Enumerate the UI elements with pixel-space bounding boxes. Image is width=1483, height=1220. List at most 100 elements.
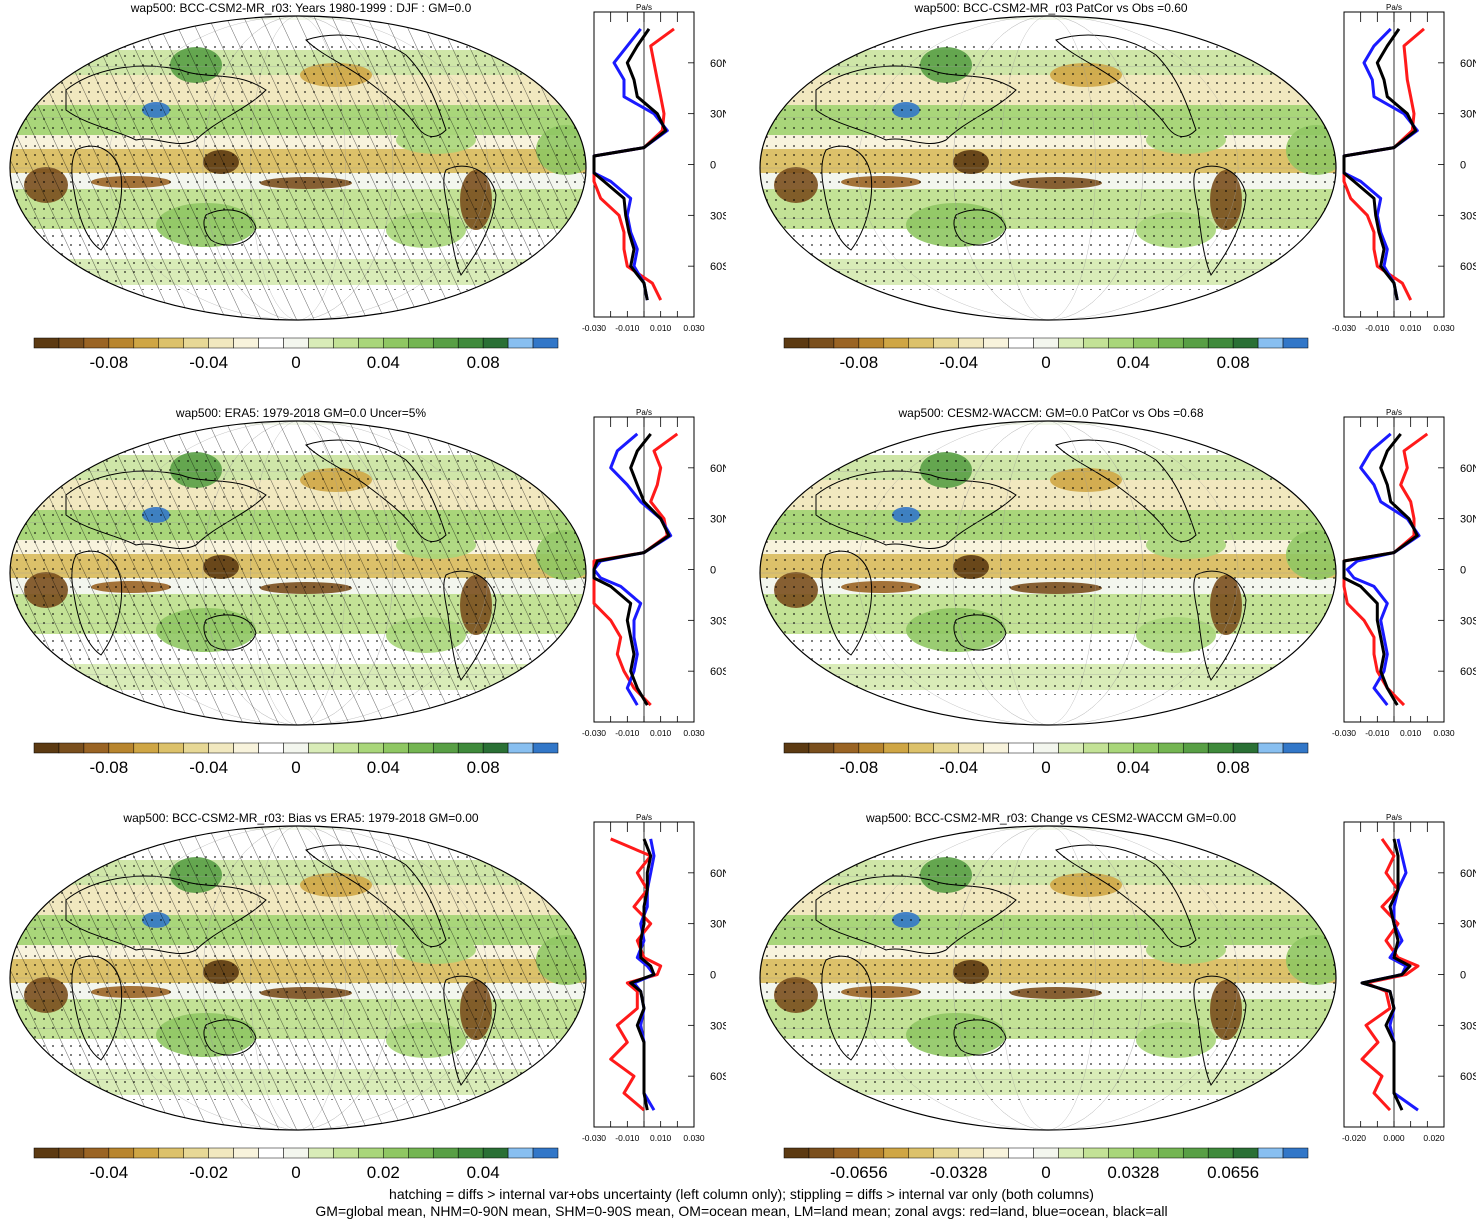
colorbar: -0.08 -0.04 0 0.04 0.08	[33, 337, 559, 372]
colorbar-swatch	[532, 1147, 559, 1159]
colorbar-swatch	[1108, 742, 1134, 754]
colorbar-swatch	[1257, 1147, 1284, 1159]
map-title: wap500: BCC-CSM2-MR_r03: Change vs CESM2…	[865, 811, 1236, 825]
colorbar-swatch	[783, 742, 810, 754]
colorbar-tick-label: -0.04	[939, 758, 978, 777]
colorbar-swatch	[108, 1147, 135, 1159]
colorbar-swatch	[233, 337, 259, 349]
colorbar-swatch	[408, 742, 434, 754]
colorbar: -0.04 -0.02 0 0.02 0.04	[33, 1147, 559, 1182]
map-field	[760, 826, 1336, 1130]
map-field	[10, 16, 586, 320]
colorbar-swatch	[432, 742, 459, 754]
colorbar-swatch	[308, 337, 334, 349]
colorbar-swatch	[233, 1147, 259, 1159]
zonal-x-tick-label: -0.020	[1342, 1133, 1366, 1143]
zonal-lat-tick-label: 30N	[710, 514, 726, 526]
colorbar-swatch	[783, 337, 810, 349]
zonal-lat-tick-label: 0	[1460, 565, 1466, 577]
zonal-lat-tick-label: 30S	[710, 1020, 726, 1032]
zonal-lat-tick-label: 60N	[710, 868, 726, 880]
colorbar-swatch	[532, 337, 559, 349]
colorbar-swatch	[908, 1147, 934, 1159]
zonal-lat-tick-label: 30S	[1460, 210, 1476, 222]
colorbar-swatch	[258, 1147, 284, 1159]
colorbar-tick-label: -0.08	[839, 353, 878, 372]
colorbar-swatch	[408, 1147, 434, 1159]
colorbar-tick-label: 0.0656	[1207, 1163, 1259, 1182]
zonal-lat-tick-label: 0	[1460, 160, 1466, 172]
colorbar-swatch	[1282, 1147, 1309, 1159]
colorbar-tick-label: -0.08	[89, 353, 128, 372]
colorbar-swatch	[808, 337, 835, 349]
zonal-x-tick-label: 0.010	[650, 728, 672, 738]
colorbar-swatch	[908, 742, 934, 754]
zonal-lat-tick-label: 60N	[1460, 58, 1476, 70]
zonal-x-tick-label: 0.000	[1383, 1133, 1405, 1143]
colorbar-tick-label: 0.08	[1217, 353, 1250, 372]
colorbar-swatch	[208, 742, 234, 754]
colorbar-swatch	[1008, 337, 1034, 349]
zonal-lat-tick-label: 30N	[1460, 109, 1476, 121]
colorbar-swatch	[1058, 337, 1084, 349]
panel-5: wap500: BCC-CSM2-MR_r03: Bias vs ERA5: 1…	[6, 810, 726, 1210]
colorbar-swatch	[108, 337, 135, 349]
colorbar-swatch	[858, 337, 885, 349]
colorbar-tick-label: -0.08	[89, 758, 128, 777]
colorbar-tick-label: 0.0328	[1107, 1163, 1159, 1182]
colorbar-swatch	[1182, 742, 1209, 754]
zonal-x-tick-label: -0.010	[1365, 728, 1389, 738]
panel-svg: -0.08 -0.04 0 0.04 0.08 Pa/s 60N 30N 0 30S 60S -0.0…	[759, 408, 1476, 777]
zonal-lat-tick-label: 60N	[1460, 868, 1476, 880]
colorbar-tick-label: -0.04	[189, 758, 228, 777]
colorbar-tick-label: 0.08	[467, 758, 500, 777]
panel-6: wap500: BCC-CSM2-MR_r03: Change vs CESM2…	[756, 810, 1476, 1210]
colorbar-tick-label: 0.04	[1117, 758, 1150, 777]
colorbar-swatch	[208, 337, 234, 349]
colorbar-swatch	[482, 337, 509, 349]
colorbar-tick-label: -0.02	[189, 1163, 228, 1182]
zonal-mean-plot: Pa/s 60N 30N 0 30S 60S -0.030 -0.010 0.010 0.030	[1332, 408, 1476, 738]
zonal-lat-tick-label: 60S	[710, 666, 726, 678]
map-field	[10, 421, 586, 725]
colorbar: -0.08 -0.04 0 0.04 0.08	[783, 337, 1309, 372]
colorbar-tick-label: -0.04	[939, 353, 978, 372]
colorbar-swatch	[58, 337, 85, 349]
colorbar: -0.0656 -0.0328 0 0.0328 0.0656	[783, 1147, 1309, 1182]
colorbar-tick-label: 0	[291, 1163, 300, 1182]
map-title: wap500: ERA5: 1979-2018 GM=0.0 Uncer=5%	[175, 406, 427, 420]
zonal-lat-tick-label: 60N	[710, 58, 726, 70]
zonal-unit-label: Pa/s	[636, 3, 652, 12]
colorbar-swatch	[1232, 1147, 1259, 1159]
zonal-all-line	[592, 432, 671, 706]
colorbar-swatch	[1133, 742, 1159, 754]
colorbar-swatch	[858, 742, 885, 754]
colorbar-tick-label: -0.08	[839, 758, 878, 777]
colorbar-swatch	[1008, 1147, 1034, 1159]
colorbar-swatch	[283, 742, 309, 754]
colorbar-swatch	[507, 1147, 534, 1159]
colorbar: -0.08 -0.04 0 0.04 0.08	[33, 742, 559, 777]
zonal-lat-tick-label: 30N	[710, 109, 726, 121]
colorbar-swatch	[1108, 1147, 1134, 1159]
colorbar-swatch	[33, 742, 60, 754]
zonal-lat-tick-label: 0	[710, 160, 716, 172]
zonal-lat-tick-label: 30S	[710, 615, 726, 627]
colorbar-swatch	[308, 742, 334, 754]
zonal-x-tick-label: 0.010	[1400, 728, 1422, 738]
zonal-lat-tick-label: 60S	[1460, 261, 1476, 273]
colorbar-swatch	[1282, 742, 1309, 754]
colorbar-swatch	[908, 337, 934, 349]
zonal-lat-tick-label: 30S	[1460, 615, 1476, 627]
panel-4: wap500: CESM2-WACCM: GM=0.0 PatCor vs Ob…	[756, 405, 1476, 805]
zonal-all-line	[1342, 28, 1418, 301]
zonal-x-tick-label: 0.010	[1400, 323, 1422, 333]
colorbar-swatch	[58, 742, 85, 754]
zonal-unit-label: Pa/s	[1386, 408, 1402, 417]
colorbar-swatch	[1083, 337, 1109, 349]
zonal-ocean-line	[1345, 432, 1421, 707]
panel-3: wap500: ERA5: 1979-2018 GM=0.0 Uncer=5% -…	[6, 405, 726, 805]
zonal-lat-tick-label: 60N	[1460, 463, 1476, 475]
zonal-lat-tick-label: 30N	[1460, 919, 1476, 931]
